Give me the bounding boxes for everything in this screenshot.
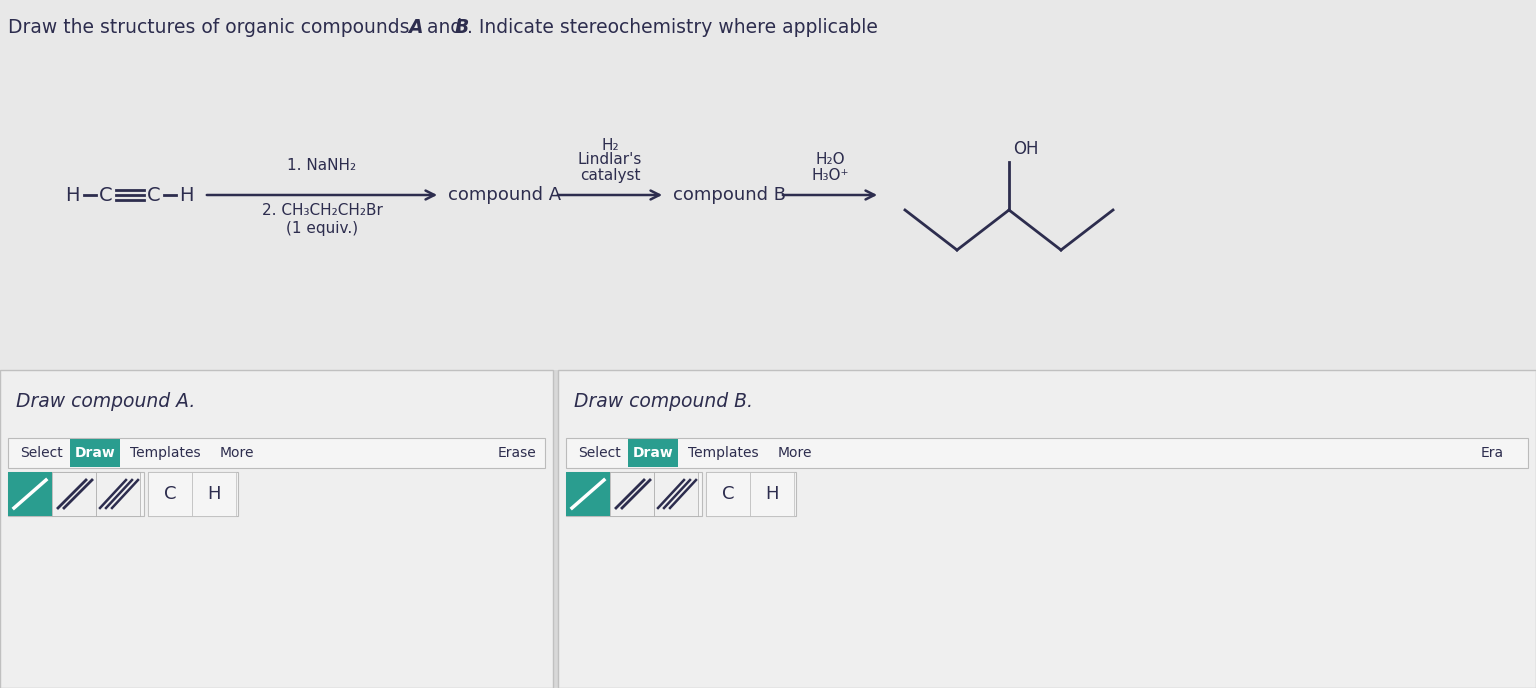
Text: compound B: compound B xyxy=(673,186,786,204)
Text: More: More xyxy=(220,446,255,460)
Text: B: B xyxy=(455,18,470,37)
Bar xyxy=(0,370,553,688)
Bar xyxy=(147,472,192,516)
Text: 1. NaNH₂: 1. NaNH₂ xyxy=(287,158,356,173)
Text: H: H xyxy=(178,186,194,204)
Text: H: H xyxy=(765,485,779,503)
Text: H: H xyxy=(65,186,80,204)
Text: C: C xyxy=(147,186,161,204)
Bar xyxy=(71,439,120,467)
Text: (1 equiv.): (1 equiv.) xyxy=(286,221,358,236)
Text: C: C xyxy=(164,485,177,503)
Bar xyxy=(707,472,796,516)
Text: More: More xyxy=(779,446,813,460)
Text: H₂: H₂ xyxy=(601,138,619,153)
Text: C: C xyxy=(722,485,734,503)
Text: H₂O: H₂O xyxy=(816,152,845,167)
Bar xyxy=(565,438,1528,468)
Text: compound A: compound A xyxy=(449,186,561,204)
Text: H₃O⁺: H₃O⁺ xyxy=(811,168,849,183)
Bar xyxy=(750,472,794,516)
Text: Draw: Draw xyxy=(633,446,673,460)
Text: catalyst: catalyst xyxy=(579,168,641,183)
Text: A: A xyxy=(409,18,422,37)
Text: Templates: Templates xyxy=(688,446,759,460)
Text: H: H xyxy=(207,485,221,503)
Text: and: and xyxy=(421,18,468,37)
Bar xyxy=(95,472,140,516)
Text: C: C xyxy=(100,186,112,204)
Bar xyxy=(8,472,52,516)
Text: Draw compound B.: Draw compound B. xyxy=(574,392,753,411)
Bar xyxy=(558,370,1536,688)
Text: Era: Era xyxy=(1481,446,1504,460)
Bar xyxy=(8,472,144,516)
Text: Draw: Draw xyxy=(75,446,115,460)
Bar xyxy=(8,438,545,468)
Bar xyxy=(628,439,677,467)
Text: 2. CH₃CH₂CH₂Br: 2. CH₃CH₂CH₂Br xyxy=(261,203,382,218)
Text: Templates: Templates xyxy=(131,446,201,460)
Text: . Indicate stereochemistry where applicable: . Indicate stereochemistry where applica… xyxy=(467,18,879,37)
Text: Select: Select xyxy=(20,446,63,460)
Text: OH: OH xyxy=(1014,140,1038,158)
Bar xyxy=(147,472,238,516)
Bar xyxy=(707,472,750,516)
Text: Select: Select xyxy=(578,446,621,460)
Bar xyxy=(610,472,654,516)
Text: Lindlar's: Lindlar's xyxy=(578,152,642,167)
Bar xyxy=(192,472,237,516)
Bar xyxy=(565,472,702,516)
Bar xyxy=(0,0,1536,370)
Bar xyxy=(565,472,610,516)
Text: Erase: Erase xyxy=(498,446,536,460)
Text: Draw the structures of organic compounds: Draw the structures of organic compounds xyxy=(8,18,416,37)
Bar xyxy=(654,472,697,516)
Bar xyxy=(52,472,95,516)
Text: Draw compound A.: Draw compound A. xyxy=(15,392,195,411)
